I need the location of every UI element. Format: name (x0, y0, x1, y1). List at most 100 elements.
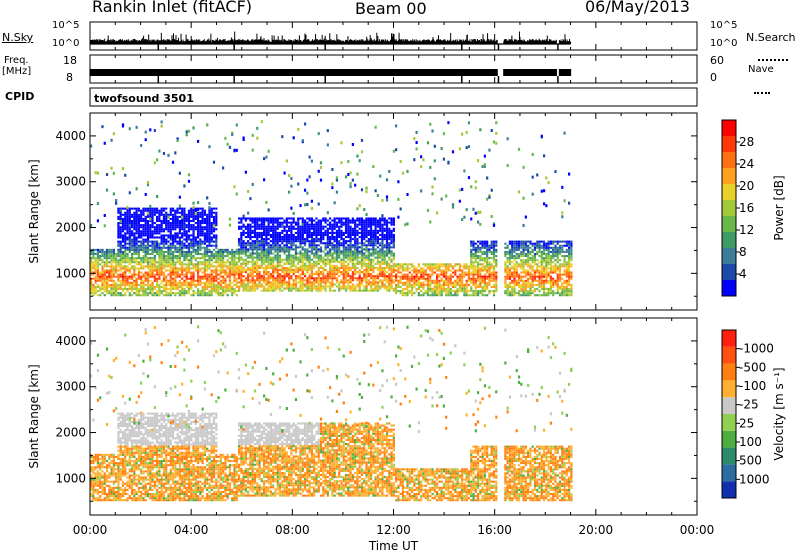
power-cell (297, 219, 300, 222)
power-cell (115, 257, 118, 260)
power-cell (174, 219, 177, 223)
power-cell (210, 271, 213, 274)
power-cell (196, 250, 200, 253)
power-cell (251, 266, 254, 269)
power-cell (128, 283, 131, 286)
power-cell (262, 227, 266, 230)
power-cell (235, 271, 238, 274)
power-cell (190, 252, 193, 256)
power-cell (178, 250, 181, 253)
power-cell (306, 236, 309, 239)
power-cell (176, 261, 179, 264)
power-cell (251, 250, 254, 253)
power-cell (158, 269, 161, 272)
power-cell (110, 277, 113, 280)
power-sparse (262, 178, 266, 182)
power-cell (247, 242, 250, 245)
power-cell (276, 242, 279, 245)
power-cell (297, 277, 300, 280)
freq-tick-bottom: 8 (66, 71, 73, 84)
power-cell (249, 217, 252, 220)
power-cell (274, 236, 277, 239)
power-cell (130, 283, 134, 286)
power-cell (222, 292, 225, 295)
power-cell (208, 248, 211, 251)
power-cell (176, 222, 179, 225)
power-cell (269, 250, 273, 253)
power-cell (171, 217, 175, 220)
power-cell (288, 250, 291, 253)
power-cell (181, 211, 184, 214)
power-cell (258, 246, 261, 249)
power-cell (288, 258, 291, 261)
power-cell (256, 223, 259, 226)
power-sparse (265, 200, 268, 204)
power-cell (130, 288, 134, 291)
power-cell (301, 219, 304, 222)
power-cell (281, 240, 284, 243)
power-cell (219, 261, 222, 264)
power-cell (256, 225, 259, 228)
power-cell (142, 283, 145, 286)
power-cell (242, 285, 245, 288)
power-cell (233, 269, 236, 272)
power-cell (130, 238, 134, 241)
power-cell (231, 281, 234, 284)
power-cell (119, 250, 122, 253)
power-cell (162, 217, 166, 220)
power-cell (244, 254, 247, 257)
power-cell (167, 219, 170, 223)
power-cell (151, 250, 154, 253)
power-cell (165, 285, 168, 289)
power-cell (222, 290, 225, 293)
power-cell (103, 288, 106, 291)
power-cell (247, 268, 250, 272)
power-cell (112, 281, 115, 284)
power-cell (308, 273, 311, 276)
power-cell (278, 221, 282, 224)
power-cell (174, 275, 177, 278)
power-cell (260, 221, 263, 224)
power-cell (158, 267, 161, 270)
power-cell (162, 219, 166, 223)
power-cell (210, 232, 213, 235)
power-cell (269, 258, 273, 261)
power-sparse (185, 130, 188, 134)
power-cell (133, 242, 136, 245)
power-cell (217, 273, 220, 276)
power-cell (262, 238, 266, 241)
power-cell (158, 261, 161, 264)
power-cell (176, 232, 179, 235)
power-cell (222, 252, 225, 256)
power-cell (276, 273, 279, 276)
power-cell (128, 292, 131, 295)
power-cell (288, 289, 291, 292)
power-cell (178, 285, 181, 289)
power-cell (151, 252, 154, 256)
power-cell (103, 265, 106, 268)
power-cell (174, 265, 177, 268)
power-sparse (196, 201, 200, 205)
power-cell (235, 283, 238, 286)
power-cell (117, 232, 120, 235)
power-cell (276, 283, 279, 286)
power-cell (262, 252, 266, 255)
power-cell (199, 275, 202, 278)
power-cell (153, 226, 156, 229)
power-sparse (301, 139, 304, 143)
power-sparse (212, 224, 216, 228)
power-cell (137, 255, 141, 258)
power-cell (208, 255, 211, 258)
power-sparse (251, 182, 254, 186)
power-sparse (171, 160, 175, 164)
power-cell (290, 285, 293, 288)
power-cell (256, 246, 259, 249)
power-cell (174, 228, 177, 231)
power-cell (215, 257, 218, 260)
power-cell (137, 290, 141, 293)
power-cell (94, 259, 97, 262)
power-cell (149, 257, 152, 260)
power-cell (288, 238, 291, 241)
power-cell (299, 227, 302, 230)
power-cell (171, 228, 175, 231)
